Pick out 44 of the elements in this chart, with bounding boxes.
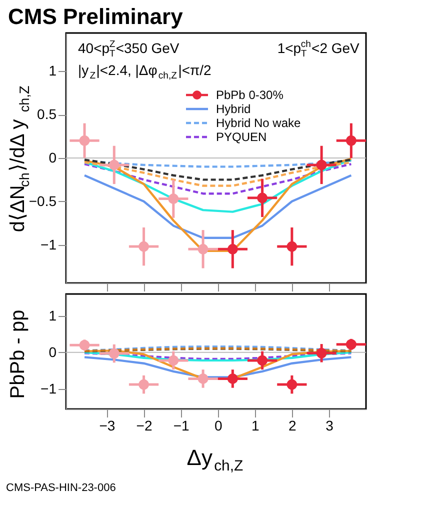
chart-title: CMS Preliminary [8,4,184,29]
point [198,244,208,254]
legend-label: Hybrid No wake [216,116,302,130]
point [346,339,356,350]
point [108,348,120,359]
point [108,160,120,170]
legend-label: Hybrid [216,102,251,116]
point [257,355,268,366]
point [168,194,179,204]
y-tick-label: 0 [48,150,57,166]
line-series [83,158,352,213]
x-tick-label: 2 [288,418,297,434]
line-series [83,174,352,239]
y-tick-label: 0.5 [37,106,57,122]
point [79,135,90,146]
point [346,135,356,146]
point [138,241,150,252]
point [138,379,150,390]
x-tick-label: 0 [214,418,222,434]
point [316,348,327,358]
y-tick-label: 1 [48,62,57,79]
y-tick-label: 0 [48,344,57,360]
legend-label: PbPb 0-30% [216,88,284,102]
x-tick-label: −1 [173,418,190,434]
point [227,373,238,384]
point [198,373,208,384]
x-tick-label: −2 [136,418,152,434]
point [286,379,298,390]
legend-label: PYQUEN [216,130,267,144]
y-tick-label: 1 [48,307,57,324]
x-tick-label: 3 [326,418,334,434]
point [227,244,238,254]
point [168,355,179,366]
text: CMS-PAS-HIN-23-006 [6,482,116,494]
point [79,340,90,350]
y-tick-label: −1 [40,380,57,396]
point [257,192,268,204]
x-tick-label: −3 [99,418,116,434]
y-tick-label: −1 [40,236,57,252]
point [286,241,298,252]
y-axis-title: PbPb - pp [7,310,29,399]
x-tick-label: 1 [251,418,260,434]
point [316,160,327,170]
line-series [83,158,352,181]
